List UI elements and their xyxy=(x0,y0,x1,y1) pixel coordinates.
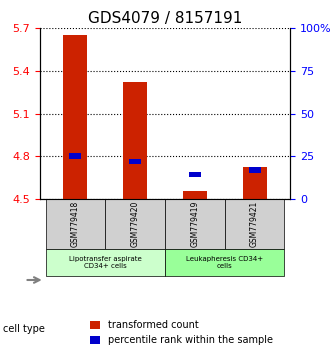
Text: GSM779420: GSM779420 xyxy=(131,201,140,247)
FancyBboxPatch shape xyxy=(46,249,165,276)
Legend: transformed count, percentile rank within the sample: transformed count, percentile rank withi… xyxy=(86,316,277,349)
Text: Lipotransfer aspirate
CD34+ cells: Lipotransfer aspirate CD34+ cells xyxy=(69,256,142,269)
Bar xyxy=(183,191,207,199)
Text: cell type: cell type xyxy=(3,324,45,334)
Bar xyxy=(248,167,261,173)
FancyBboxPatch shape xyxy=(165,249,284,276)
Bar xyxy=(63,35,87,199)
Bar xyxy=(243,167,267,199)
FancyBboxPatch shape xyxy=(46,199,105,249)
Bar xyxy=(129,159,141,164)
Bar xyxy=(189,172,201,177)
FancyBboxPatch shape xyxy=(105,199,165,249)
FancyBboxPatch shape xyxy=(165,199,225,249)
Bar xyxy=(69,153,82,159)
Text: GSM779418: GSM779418 xyxy=(71,201,80,247)
Text: GSM779419: GSM779419 xyxy=(190,201,199,247)
Bar xyxy=(123,81,147,199)
FancyBboxPatch shape xyxy=(225,199,284,249)
Text: Leukapheresis CD34+
cells: Leukapheresis CD34+ cells xyxy=(186,256,263,269)
Text: GSM779421: GSM779421 xyxy=(250,201,259,247)
Title: GDS4079 / 8157191: GDS4079 / 8157191 xyxy=(88,11,242,26)
